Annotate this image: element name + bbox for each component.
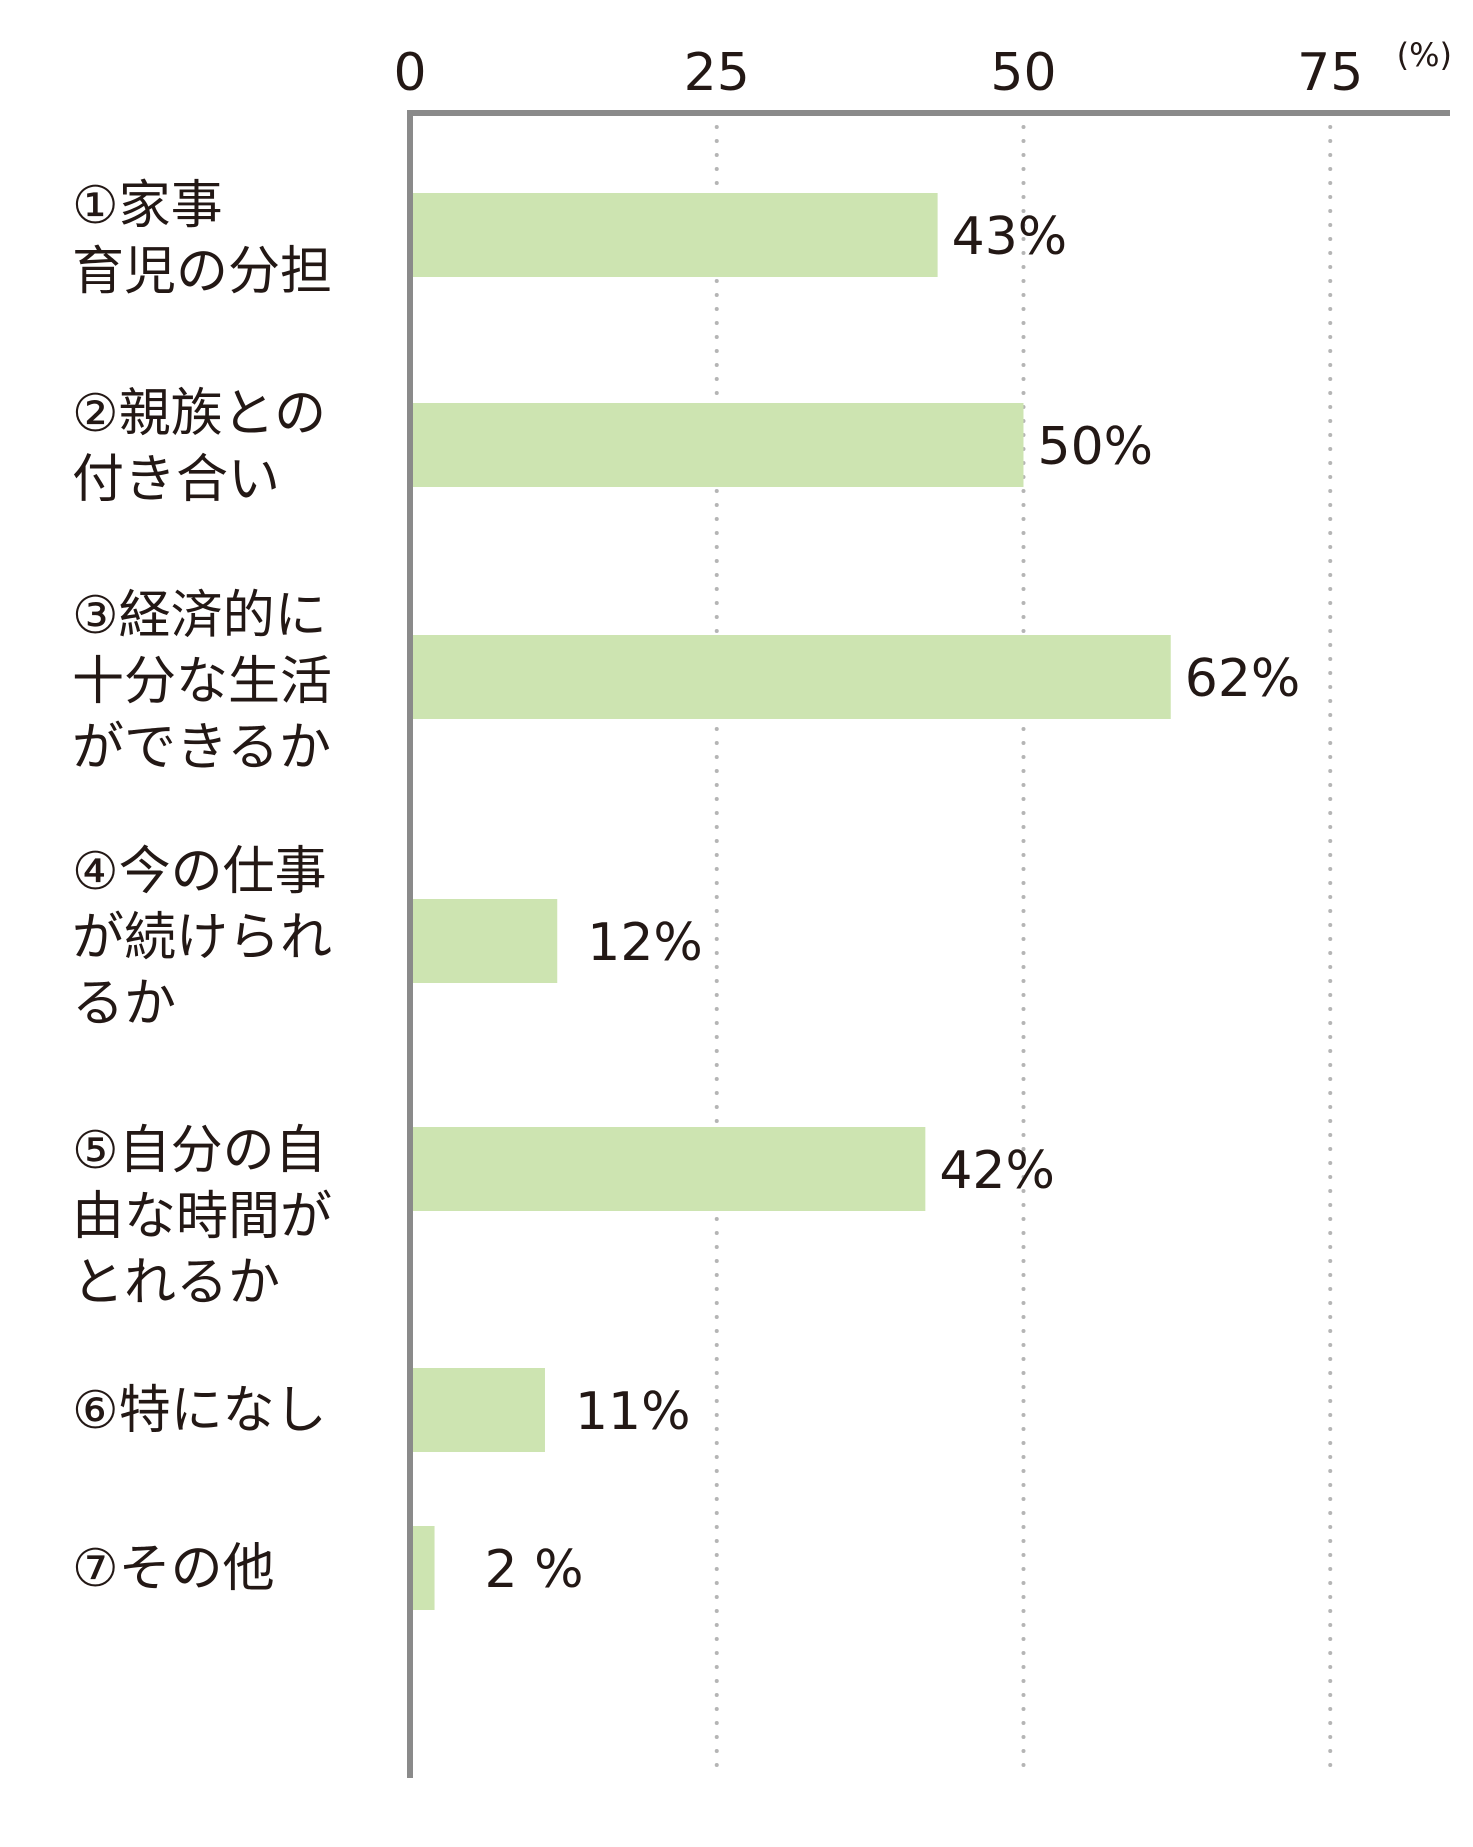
tick-label: 0 <box>393 43 426 103</box>
data-label: 2 % <box>485 1540 584 1600</box>
category-label: ⑦その他 <box>72 1539 275 1599</box>
category-label: ①家事 <box>72 176 223 236</box>
category-label: とれるか <box>72 1253 280 1313</box>
category-label: ②親族との <box>72 384 326 444</box>
axes <box>407 110 1450 1778</box>
bar <box>410 193 938 277</box>
category-label: ③経済的に <box>72 586 327 646</box>
bar <box>410 1127 926 1211</box>
data-label: 12% <box>587 913 703 973</box>
data-label: 50% <box>1038 417 1154 477</box>
category-label: 由な時間が <box>72 1187 332 1247</box>
tick-label: 75 <box>1297 43 1363 103</box>
tick-label: 25 <box>684 43 750 103</box>
data-label: 11% <box>575 1382 691 1442</box>
category-label: ⑤自分の自 <box>72 1121 327 1181</box>
bar <box>410 1368 545 1452</box>
tick-label: 50 <box>990 43 1056 103</box>
unit-label: (%) <box>1397 36 1452 74</box>
bar <box>410 1526 435 1610</box>
category-label: が続けられ <box>72 908 332 968</box>
bar <box>410 403 1024 487</box>
category-label: ④今の仕事 <box>72 842 327 902</box>
grid-lines <box>714 111 1333 1780</box>
data-label: 43% <box>952 207 1068 267</box>
bars <box>410 193 1171 1610</box>
category-label: 付き合い <box>72 450 280 510</box>
bar <box>410 899 558 983</box>
category-label: ⑥特になし <box>72 1381 327 1441</box>
bar <box>410 635 1171 719</box>
category-label: るか <box>72 974 176 1034</box>
category-label: 十分な生活 <box>72 652 332 712</box>
data-label: 62% <box>1185 649 1301 709</box>
data-label: 42% <box>939 1141 1055 1201</box>
category-label: ができるか <box>72 718 331 778</box>
category-label: 育児の分担 <box>72 242 332 302</box>
